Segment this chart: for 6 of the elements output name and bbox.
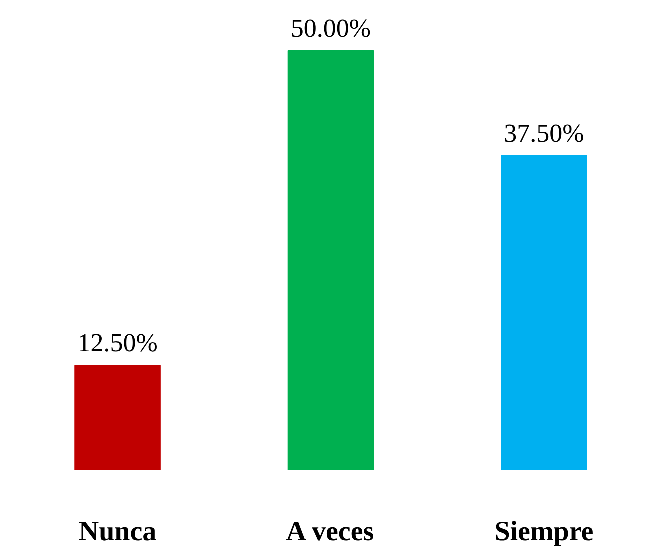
x-tick-label: Siempre xyxy=(494,516,594,548)
data-label: 50.00% xyxy=(290,14,372,43)
data-label: 37.50% xyxy=(504,118,584,148)
x-tick-label: A veces xyxy=(286,516,374,548)
data-label: 12.50% xyxy=(78,328,158,358)
x-tick-label: Nunca xyxy=(78,516,157,548)
